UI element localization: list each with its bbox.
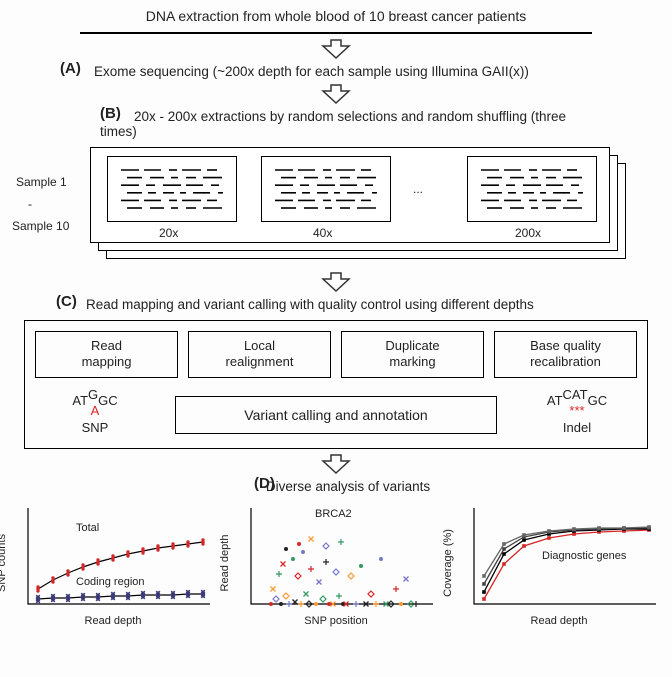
variant-calling-box: Variant calling and annotation [175,396,497,434]
panel-b: ... 20x 40x 200x Sample 1 - Sample 10 [90,147,632,267]
indel-glyph: ATCATGC *** Indel [517,394,637,437]
step-d: (D) Diverse analysis of variants [0,477,672,496]
snp-seq: G [88,387,98,402]
snp-seq: AT [72,393,88,408]
snp-glyph: ATGGC A SNP [35,394,155,437]
arrow-down-icon [321,453,351,475]
indel-seq: GC [588,393,608,408]
depth-label: 20x [159,226,178,240]
snp-label: SNP [35,421,155,436]
indel-label: Indel [517,421,637,436]
depth-box-20x [107,156,237,222]
step-b-text: 20x - 200x extractions by random selecti… [100,109,566,139]
depth-label: 200x [515,226,541,240]
snp-allele: A [35,404,155,419]
indel-seq: CAT [563,387,588,402]
step-c-text: Read mapping and variant calling with qu… [56,297,534,312]
depth-box-200x [467,156,597,222]
panel-c: Read mapping Local realignment Duplicate… [24,320,648,449]
step-b-label: (B) [100,105,121,122]
pipeline-box-read-mapping: Read mapping [35,331,178,378]
step-a: (A) Exome sequencing (~200x depth for ea… [0,62,672,81]
chart-coverage: Coverage (%) Read depth Diagnostic genes [452,500,666,625]
panel-d: SNP counts Read depth Total Coding regio… [6,500,666,625]
sample-bot-label: Sample 10 [12,219,69,233]
chart-brca2: Read depth SNP position BRCA2 [229,500,443,625]
chart1-ylabel: SNP counts [0,534,8,592]
depth-box-40x [261,156,391,222]
variant-row: ATGGC A SNP Variant calling and annotati… [35,394,637,437]
pipeline-box-base-quality-recal: Base quality recalibration [494,331,637,378]
chart3-xlabel: Read depth [531,615,588,627]
chart1-svg [24,504,214,612]
arrow-down-icon [321,83,351,105]
page-title: DNA extraction from whole blood of 10 br… [0,0,672,28]
indel-seq: AT [547,393,563,408]
depth-label: 40x [313,226,332,240]
sample-dash: - [28,197,32,211]
arrow-down-icon [321,271,351,293]
step-b: (B) 20x - 200x extractions by random sel… [0,107,672,141]
reads-glyph-icon [477,166,587,212]
step-a-label: (A) [60,60,81,77]
sample-top-label: Sample 1 [16,175,67,189]
pipeline-box-local-realignment: Local realignment [188,331,331,378]
chart3-ylabel: Coverage (%) [442,529,454,597]
pipeline-row: Read mapping Local realignment Duplicate… [35,331,637,378]
step-c-label: (C) [56,293,77,310]
chart2-ylabel: Read depth [219,534,231,591]
pipeline-box-duplicate-marking: Duplicate marking [341,331,484,378]
depth-ellipsis: ... [413,182,423,196]
step-a-text: Exome sequencing (~200x depth for each s… [60,64,529,79]
chart1-xlabel: Read depth [85,615,142,627]
snp-seq: GC [98,393,118,408]
chart2-xlabel: SNP position [304,615,367,627]
chart2-svg [247,504,437,612]
reads-glyph-icon [271,166,381,212]
chart3-svg [470,504,660,612]
step-c: (C) Read mapping and variant calling wit… [0,295,672,314]
reads-glyph-icon [117,166,227,212]
indel-allele: *** [517,404,637,419]
title-divider [80,32,592,34]
chart-snp-counts: SNP counts Read depth Total Coding regio… [6,500,220,625]
arrow-down-icon [321,38,351,60]
step-d-label: (D) [254,475,275,492]
